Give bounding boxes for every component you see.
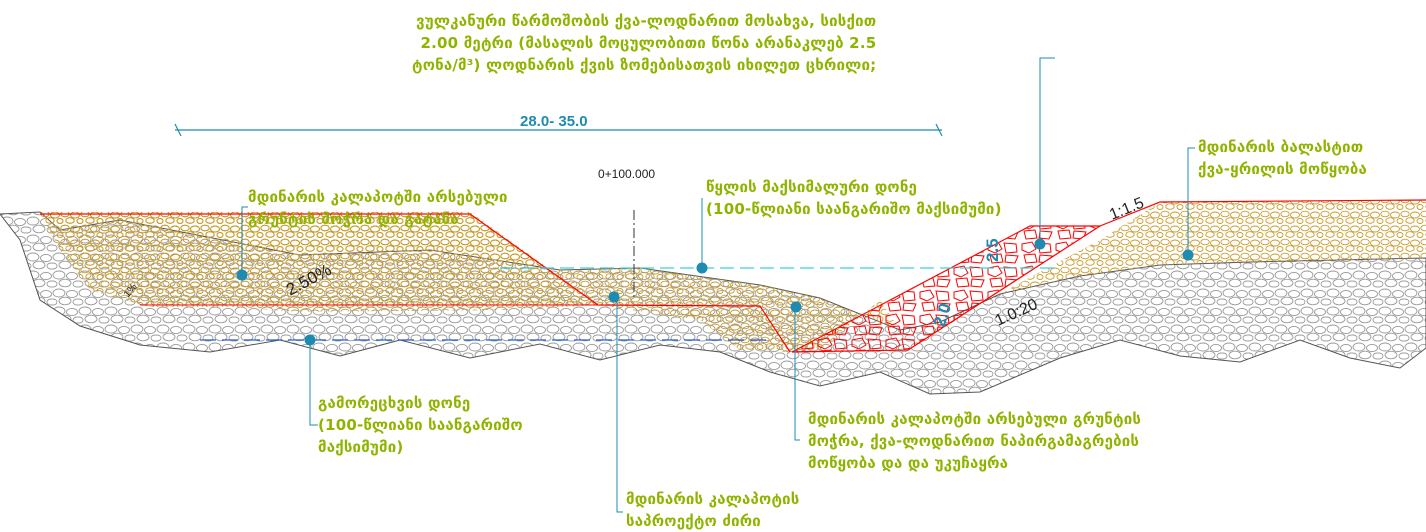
- leader-top-note: [1039, 57, 1055, 240]
- leader-ballast: [1187, 147, 1195, 252]
- river-ballast-label: მდინარის ბალასტით ქვა-ყრილის მოწყობა: [1198, 136, 1367, 180]
- boundary-line-right: [1099, 199, 1426, 227]
- scour-level-line-2: (100-წლიანი საანგარიშო: [318, 416, 523, 434]
- water-level-label: წყლის მაქსიმალური დონე (100-წლიანი საანგ…: [706, 176, 1002, 220]
- thalweg-line-1: მდინარის კალაპოტის: [626, 490, 800, 508]
- excavation-line-3: მოწყობა და და უკუჩაყრა: [808, 454, 1009, 472]
- leader-soil: [241, 206, 248, 272]
- top-note-line-3: ტონა/მ³) ლოდნარის ქვის ზომებისათვის იხილ…: [412, 56, 877, 74]
- thalweg-label: მდინარის კალაპოტის საპროექტო ძირი: [626, 488, 800, 532]
- river-ballast-line-2: ქვა-ყრილის მოწყობა: [1198, 160, 1368, 178]
- dim-tick-right: [935, 123, 943, 137]
- scour-level-line-3: მაქსიმუმი): [318, 438, 404, 456]
- leader-dot-rock: [1034, 238, 1046, 250]
- station-text: 0+100.000: [598, 167, 655, 181]
- top-note-label: ვულკანური წარმოშობის ქვა-ლოდნარით მოსახვ…: [412, 10, 876, 76]
- leader-dot-water: [696, 262, 708, 274]
- scour-level-label: გამორეცხვის დონე (100-წლიანი საანგარიშო …: [318, 392, 523, 458]
- width-dimension-text: 28.0- 35.0: [520, 113, 588, 130]
- riverbed-soil-label: მდინარის კალაპოტში არსებული გრუნტის მოჭრ…: [248, 186, 508, 230]
- height-2-5-text: 2.5: [983, 238, 1002, 262]
- right-gravel: [1000, 200, 1426, 294]
- leader-excavation: [794, 310, 800, 441]
- leader-thalweg: [616, 300, 623, 513]
- top-note-line-1: ვულკანური წარმოშობის ქვა-ლოდნარით მოსახვ…: [416, 12, 877, 30]
- excavation-label: მდინარის კალაპოტში არსებული გრუნტის მოჭრ…: [808, 408, 1141, 474]
- riverbed-soil-line-1: მდინარის კალაპოტში არსებული: [248, 188, 508, 206]
- thalweg-line-2: საპროექტო ძირი: [626, 512, 761, 530]
- excavation-line-1: მდინარის კალაპოტში არსებული გრუნტის: [808, 410, 1142, 428]
- leader-dot-thalweg: [608, 291, 620, 303]
- dim-tick-left: [174, 123, 182, 137]
- water-level-line-2: (100-წლიანი საანგარიშო მაქსიმუმი): [706, 200, 1002, 218]
- water-level-line-1: წყლის მაქსიმალური დონე: [706, 178, 918, 196]
- leader-dot-excavation: [790, 301, 802, 313]
- scour-level-line-1: გამორეცხვის დონე: [318, 394, 471, 412]
- leader-dot-scour: [304, 334, 316, 346]
- top-note-line-2: 2.00 მეტრი (მასალის მოცულობითი წონა არან…: [420, 34, 877, 52]
- excavation-line-2: მოჭრა, ქვა-ლოდნარით ნაპირგამაგრების: [808, 432, 1140, 450]
- leader-dot-soil: [236, 269, 248, 281]
- river-ballast-line-1: მდინარის ბალასტით: [1198, 138, 1364, 156]
- leader-dot-ballast: [1182, 249, 1194, 261]
- leader-scour: [309, 342, 318, 426]
- riverbed-gravel: [40, 214, 598, 307]
- riverbed-soil-line-2: გრუნტის მოჭრა და გატანა: [248, 210, 459, 228]
